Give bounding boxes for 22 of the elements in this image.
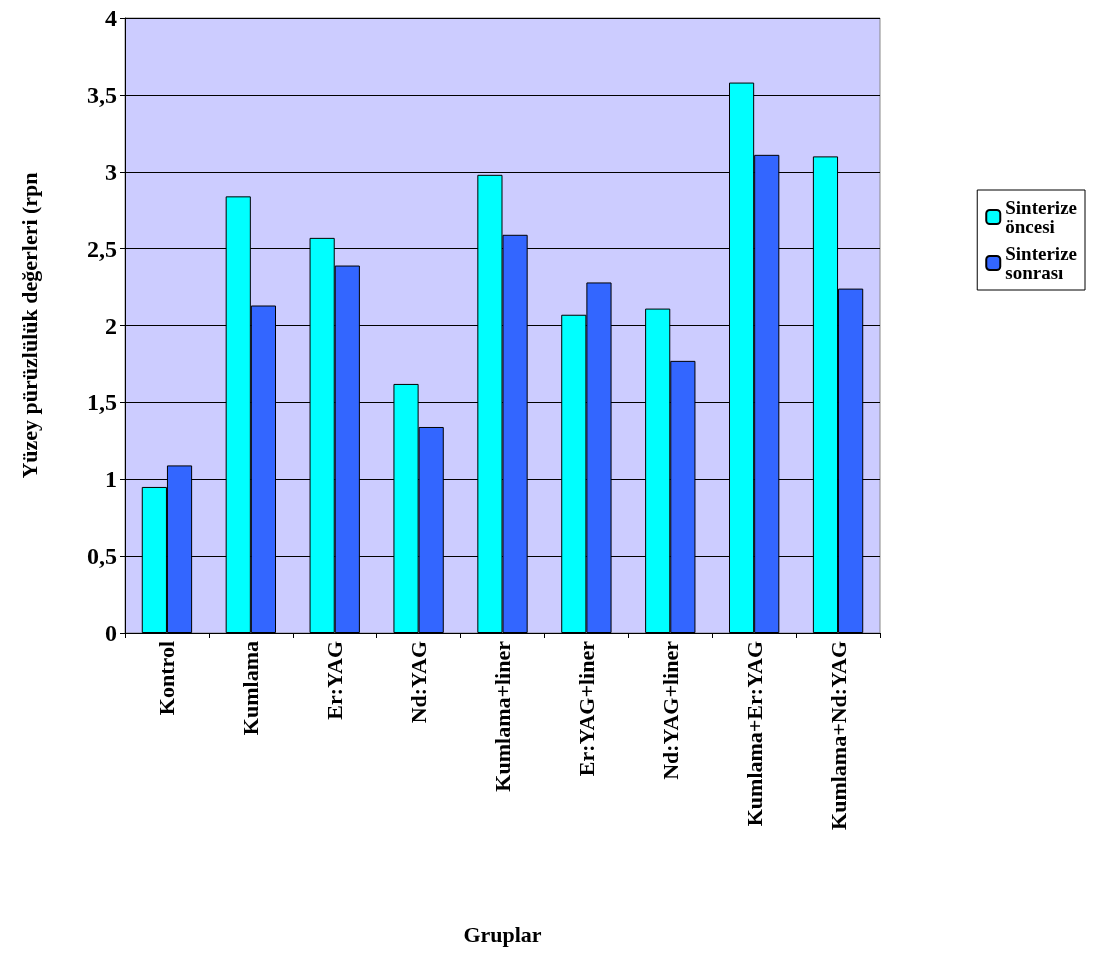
x-tick-label: Nd:YAG+liner <box>657 640 683 780</box>
y-tick-label: 3,5 <box>87 81 117 108</box>
x-tick-label: Er:YAG <box>322 641 348 720</box>
x-tick-label: Er:YAG+liner <box>573 640 599 777</box>
x-tick-label: Kumlama+liner <box>490 640 515 792</box>
y-axis-title: Yüzey pürüzlülük değerleri (rpn <box>16 172 42 479</box>
legend-label: Sinterize sonrası <box>1005 243 1078 283</box>
y-tick-label: 1,5 <box>87 389 117 416</box>
y-tick-label: 0,5 <box>87 543 117 570</box>
x-tick-label: Kumlama <box>238 641 264 736</box>
y-tick-label: 2,5 <box>87 235 117 262</box>
y-tick-label: 0 <box>105 620 117 646</box>
x-tick-label: Kontrol <box>154 641 180 716</box>
y-tick-label: 2 <box>105 312 117 339</box>
x-tick-label: Kumlama+Er:YAG <box>741 641 767 827</box>
x-tick-label: Kumlama+Nd:YAG <box>825 641 851 830</box>
x-tick-label: Nd:YAG <box>406 641 432 724</box>
y-tick-label: 4 <box>105 5 117 31</box>
y-tick-label: 1 <box>105 466 117 493</box>
x-axis-title: Gruplar <box>463 921 542 947</box>
y-tick-label: 3 <box>105 158 117 185</box>
legend-label: Sinterize öncesi <box>1005 197 1078 237</box>
